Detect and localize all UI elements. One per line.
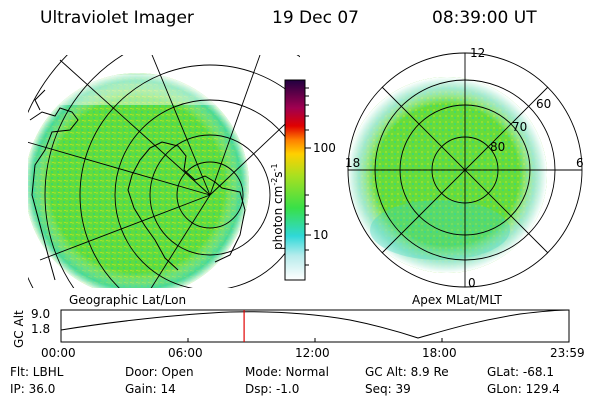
mlt-label-0: 0 [468,276,476,290]
xtick-2359: 23:59 [550,346,585,360]
colorbar [284,79,306,281]
altitude-ytick-9: 9.0 [31,307,51,321]
mlat-label-70: 70 [512,120,528,134]
coastline [29,89,246,281]
apex-grid [347,52,583,288]
mlat-label-60: 60 [536,97,552,111]
xtick-1800: 18:00 [422,346,457,360]
xtick-1200: 12:00 [295,346,330,360]
header-time: 08:39:00 UT [432,8,537,28]
instrument-title: Ultraviolet Imager [40,8,194,28]
apex-caption: Apex MLat/MLT [412,293,502,307]
info-glon: GLon: 129.4 [487,382,560,396]
colorbar-ticks [305,87,311,266]
geographic-grid [28,55,300,288]
xtick-0000: 00:00 [41,346,76,360]
colorbar-tick-100: 100 [313,141,336,155]
xtick-0600: 06:00 [168,346,203,360]
info-mode: Mode: Normal [245,365,329,379]
info-ip: IP: 36.0 [10,382,56,396]
info-glat: GLat: -68.1 [487,365,554,379]
colorbar-tick-10: 10 [313,228,329,242]
altitude-ytick-1-8: 1.8 [31,322,51,336]
altitude-xticks [60,338,570,342]
info-dsp: Dsp: -1.0 [245,382,300,396]
apex-image [348,77,547,273]
mlt-label-18: 18 [345,156,361,170]
altitude-curve [60,309,570,339]
info-gain: Gain: 14 [125,382,176,396]
info-seq: Seq: 39 [365,382,411,396]
geographic-image [28,73,249,288]
mlat-label-80: 80 [490,140,506,154]
info-flt: Flt: LBHL [10,365,64,379]
geo-caption: Geographic Lat/Lon [69,293,187,307]
info-gc-alt: GC Alt: 8.9 Re [365,365,449,379]
mlt-label-6: 6 [576,156,584,170]
header-date: 19 Dec 07 [272,8,359,28]
altitude-ylabel: GC Alt [12,310,26,348]
info-door: Door: Open [125,365,194,379]
mlt-label-12: 12 [470,46,486,60]
